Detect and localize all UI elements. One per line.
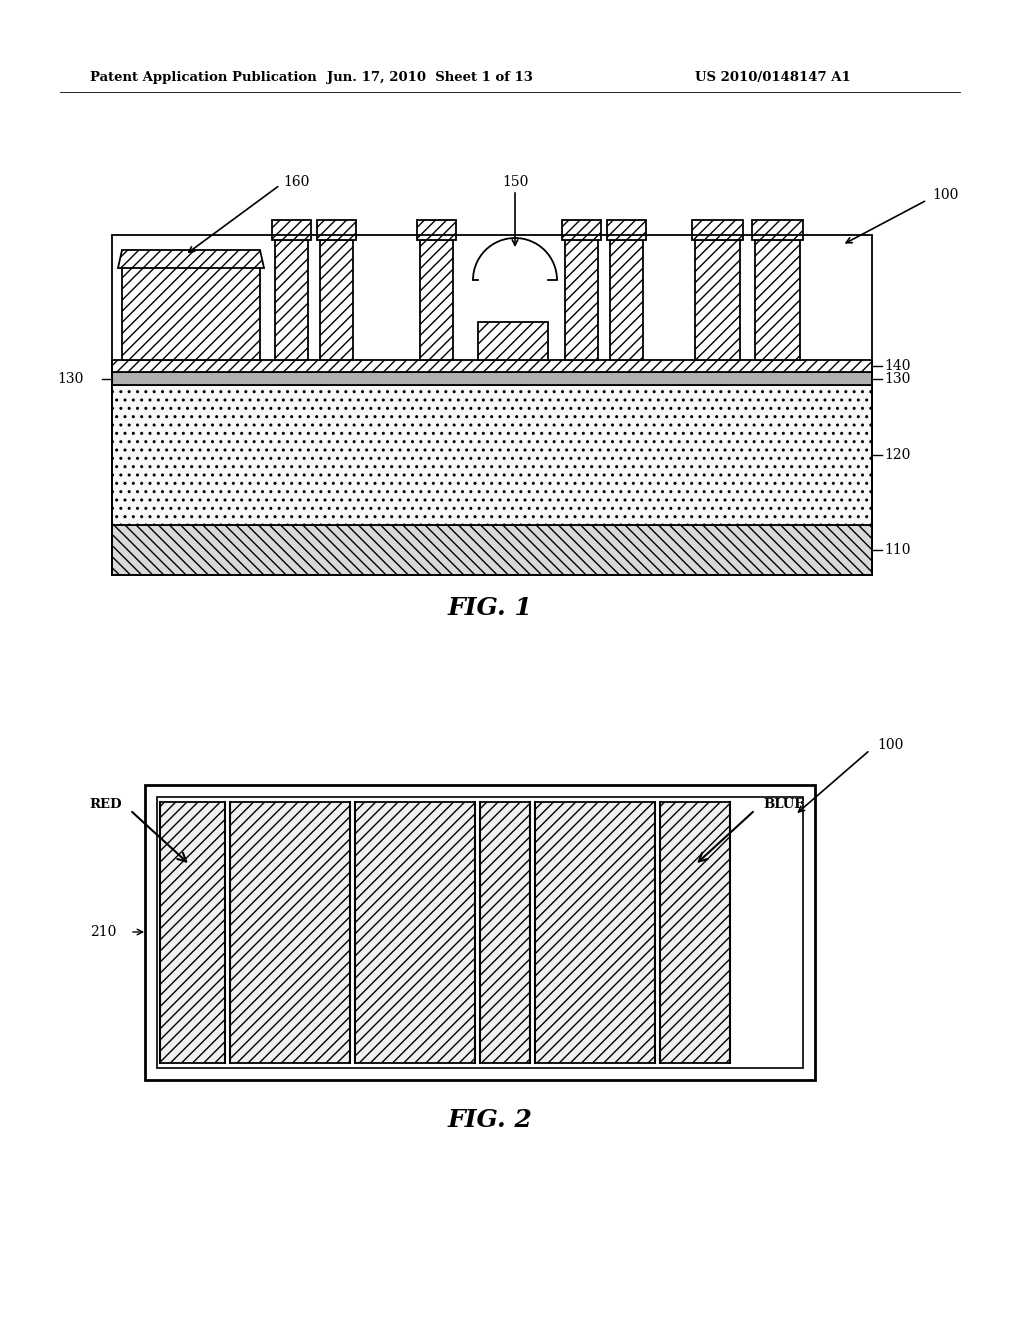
Bar <box>565 240 598 360</box>
Text: 100: 100 <box>877 738 903 752</box>
Bar <box>562 220 601 240</box>
Bar <box>607 220 646 240</box>
Bar <box>145 785 815 1080</box>
Bar <box>695 240 740 360</box>
Bar <box>112 235 872 576</box>
Text: 140: 140 <box>884 359 910 374</box>
Text: 100: 100 <box>932 187 958 202</box>
Bar <box>160 803 225 1063</box>
Text: 110: 110 <box>884 543 910 557</box>
Bar <box>692 220 743 240</box>
Bar <box>272 220 311 240</box>
Bar <box>122 255 260 360</box>
Bar <box>660 803 730 1063</box>
Text: Patent Application Publication: Patent Application Publication <box>90 71 316 84</box>
Bar <box>417 220 456 240</box>
Text: 120: 120 <box>884 447 910 462</box>
Bar <box>157 797 803 1068</box>
Bar <box>610 240 643 360</box>
Bar <box>112 525 872 576</box>
Text: 130: 130 <box>57 372 83 385</box>
Bar <box>755 240 800 360</box>
Text: Jun. 17, 2010  Sheet 1 of 13: Jun. 17, 2010 Sheet 1 of 13 <box>327 71 532 84</box>
Text: 130: 130 <box>884 372 910 385</box>
Text: 160: 160 <box>283 176 309 189</box>
Text: US 2010/0148147 A1: US 2010/0148147 A1 <box>695 71 851 84</box>
Text: 150: 150 <box>502 176 528 189</box>
Bar <box>319 240 353 360</box>
Bar <box>275 240 308 360</box>
Bar <box>112 385 872 525</box>
Text: 210: 210 <box>90 925 117 939</box>
Bar <box>478 322 548 360</box>
Bar <box>480 803 530 1063</box>
Bar <box>752 220 803 240</box>
Bar <box>420 240 453 360</box>
Bar <box>112 360 872 372</box>
Bar <box>535 803 655 1063</box>
Polygon shape <box>118 249 264 268</box>
Bar <box>230 803 350 1063</box>
Text: BLUE: BLUE <box>763 799 804 812</box>
Text: RED: RED <box>89 799 122 812</box>
Text: FIG. 2: FIG. 2 <box>447 1107 532 1133</box>
Text: FIG. 1: FIG. 1 <box>447 597 532 620</box>
Bar <box>317 220 356 240</box>
Bar <box>355 803 475 1063</box>
Bar <box>112 372 872 385</box>
